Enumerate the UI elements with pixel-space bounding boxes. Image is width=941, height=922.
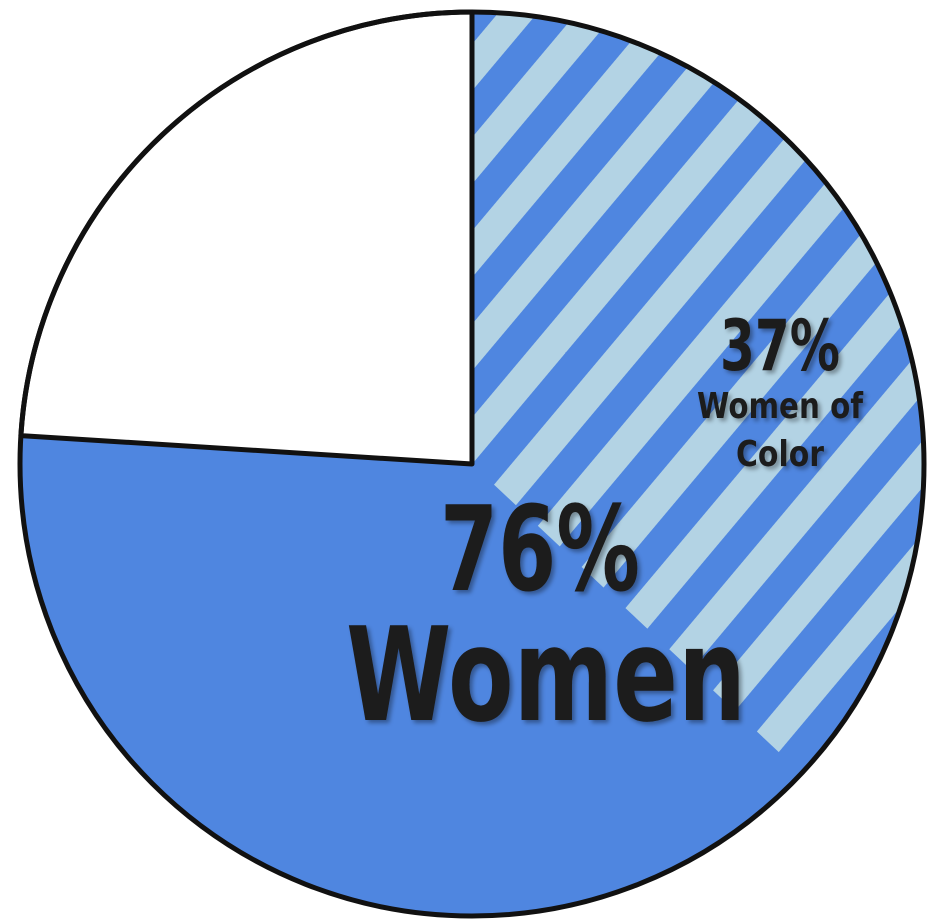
women-percent-label: 76% bbox=[440, 480, 640, 618]
pie-slice-women-of-color bbox=[472, 12, 924, 774]
women-word-label: Women bbox=[346, 599, 746, 751]
pie-outline bbox=[17, 9, 927, 919]
woc-line2-label: Color bbox=[736, 434, 824, 475]
woc-percent-label: 37% bbox=[720, 305, 840, 387]
woc-line1-label: Women of bbox=[697, 386, 863, 427]
pie-slices bbox=[17, 9, 927, 919]
pie-slice-remainder bbox=[18, 9, 475, 467]
